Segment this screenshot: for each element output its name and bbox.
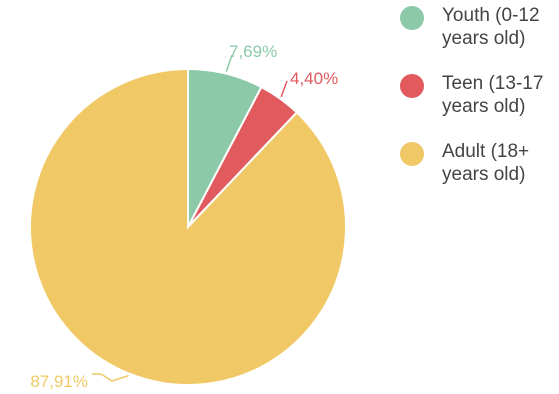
leader-line-youth — [225, 54, 233, 72]
legend-swatch-teen — [400, 74, 424, 98]
legend-label-youth: Youth (0-12 years old) — [442, 5, 540, 49]
data-label-teen: 4,40% — [290, 69, 338, 88]
leader-line-adult — [92, 373, 129, 382]
legend-item-adult[interactable]: Adult (18+ years old) — [400, 140, 559, 186]
legend-label-adult: Adult (18+ years old) — [442, 141, 530, 185]
legend-item-youth[interactable]: Youth (0-12 years old) — [400, 4, 559, 50]
legend-swatch-youth — [400, 6, 424, 30]
data-label-youth: 7,69% — [229, 42, 277, 61]
pie-slice-adult[interactable] — [29, 67, 347, 386]
leader-line-teen — [280, 80, 288, 98]
legend-item-teen[interactable]: Teen (13-17 years old) — [400, 72, 559, 118]
data-label-adult: 87,91% — [30, 372, 88, 391]
legend-swatch-adult — [400, 142, 424, 166]
pie-chart-plot: 7,69% 4,40% 87,91% — [29, 42, 347, 391]
chart-legend: Youth (0-12 years old) Teen (13-17 years… — [400, 4, 559, 208]
legend-label-teen: Teen (13-17 years old) — [442, 73, 544, 117]
